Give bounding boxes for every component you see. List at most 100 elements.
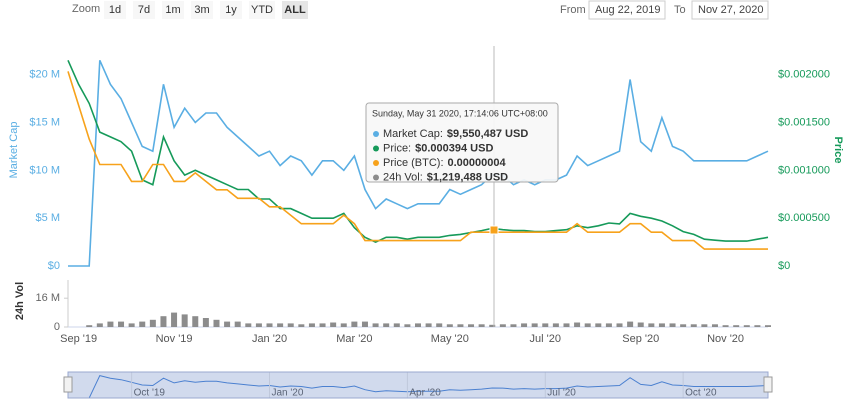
tooltip-bullet	[373, 131, 379, 137]
volume-bar	[669, 323, 676, 327]
navigator-handle[interactable]	[63, 376, 73, 393]
to-label: To	[674, 4, 686, 16]
x-tick-label: May '20	[431, 333, 469, 345]
tooltip-value: $9,550,487 USD	[447, 128, 528, 140]
tooltip-bullet	[373, 145, 379, 152]
zoom-buttons: 1d 7d 1m 3m 1y YTD ALL	[104, 1, 308, 19]
volume-bar	[308, 323, 315, 327]
y2-tick-label: $0	[778, 260, 790, 272]
volume-bar	[680, 324, 687, 327]
volume-tick-label: 16 M	[36, 292, 60, 304]
zoom-button[interactable]	[249, 1, 275, 19]
volume-bar	[701, 324, 708, 327]
x-tick-label: Jan '20	[252, 333, 287, 345]
navigator-label: Oct '20	[685, 388, 717, 399]
volume-tick-label: 0	[54, 321, 60, 333]
zoom-button-label[interactable]: ALL	[284, 4, 306, 16]
tooltip-value: 0.00000004	[448, 157, 507, 169]
volume-bar	[489, 324, 496, 327]
volume-bar	[648, 323, 655, 327]
zoom-button-label[interactable]: 3m	[194, 4, 209, 16]
volume-bar	[457, 324, 464, 327]
to-value[interactable]: Nov 27, 2020	[698, 4, 763, 16]
volume-bar	[393, 323, 400, 327]
zoom-button[interactable]	[162, 1, 184, 19]
navigator: Oct '19 Jan '20 Apr '20 Jul '20 Oct '20	[68, 372, 769, 399]
x-tick-label: Jul '20	[530, 333, 561, 345]
to-input[interactable]	[691, 0, 769, 20]
volume-bar	[255, 323, 262, 327]
zoom-button-label[interactable]: YTD	[251, 4, 273, 16]
volume-bar	[605, 323, 612, 327]
volume-bar	[733, 325, 740, 327]
volume-bar	[128, 323, 135, 327]
x-tick-label: Sep '19	[60, 333, 97, 345]
y2-tick-label: $0.000500	[778, 212, 830, 224]
tooltip-value: $0.000394 USD	[415, 142, 493, 154]
volume-bar	[425, 323, 432, 327]
navigator-handle[interactable]	[763, 376, 773, 393]
tooltip-label: Price:	[383, 142, 411, 154]
from-label: From	[560, 4, 586, 16]
series-line	[67, 59, 769, 243]
volume-bar	[181, 314, 188, 327]
volume-bar	[510, 324, 517, 327]
volume-bar	[743, 325, 750, 327]
tooltip-date: Sunday, May 31 2020, 17:14:06 UTC+08:00	[372, 108, 548, 118]
tooltip-label: Market Cap:	[383, 128, 443, 140]
y-tick-label: $20 M	[29, 69, 60, 81]
volume-bar	[160, 316, 167, 327]
volume-bar	[415, 323, 421, 327]
zoom-button[interactable]	[191, 1, 213, 19]
volume-bar	[468, 324, 475, 327]
y-tick-label: $10 M	[29, 164, 60, 176]
volume-bar	[595, 323, 602, 327]
volume-bar	[765, 325, 771, 327]
navigator-selection[interactable]	[67, 371, 769, 399]
volume-axis-title: 24h Vol	[14, 282, 26, 320]
volume-bar	[192, 316, 199, 327]
tooltip-value: $1,219,488 USD	[427, 171, 508, 183]
zoom-button-label[interactable]: 1m	[165, 4, 180, 16]
volume-bar	[404, 324, 411, 327]
volume-bar	[330, 322, 337, 327]
volume-bar	[118, 321, 125, 327]
volume-bar	[266, 323, 273, 327]
volume-bar	[563, 323, 570, 327]
volume-bar	[86, 325, 93, 327]
zoom-button[interactable]	[104, 1, 126, 19]
tooltip-bullet	[373, 174, 379, 181]
series-line	[68, 59, 769, 267]
volume-bar	[542, 323, 549, 327]
volume-bar	[584, 323, 591, 327]
zoom-button[interactable]	[282, 1, 308, 19]
zoom-label: Zoom	[72, 3, 100, 15]
volume-bar	[351, 321, 358, 327]
y2-tick-label: $0.001000	[778, 164, 830, 176]
from-input[interactable]	[588, 0, 666, 20]
volume-bar	[616, 323, 623, 327]
from-value[interactable]: Aug 22, 2019	[595, 4, 660, 16]
volume-bar	[202, 318, 209, 327]
volume-bar	[446, 324, 453, 327]
volume-bar	[436, 323, 443, 327]
x-tick-label: Nov '19	[156, 333, 193, 345]
navigator-label: Oct '19	[134, 388, 166, 399]
navigator-line	[68, 375, 769, 399]
volume-bar	[107, 321, 114, 327]
volume-bar	[627, 321, 634, 327]
series-line	[67, 71, 768, 250]
volume-bar	[234, 321, 241, 327]
zoom-button-label[interactable]: 1y	[225, 4, 237, 16]
zoom-button[interactable]	[220, 1, 242, 19]
volume-bar	[521, 323, 528, 327]
zoom-button-label[interactable]: 7d	[138, 4, 150, 16]
volume-bar	[298, 324, 305, 327]
volume-bar	[531, 323, 538, 327]
tooltip-items: Market Cap: $9,550,487 USD Price: $0.000394…	[373, 128, 528, 183]
volume-bar	[139, 321, 146, 327]
zoom-button[interactable]	[133, 1, 155, 19]
volume-bar	[319, 323, 326, 327]
zoom-button-label[interactable]: 1d	[109, 4, 121, 16]
